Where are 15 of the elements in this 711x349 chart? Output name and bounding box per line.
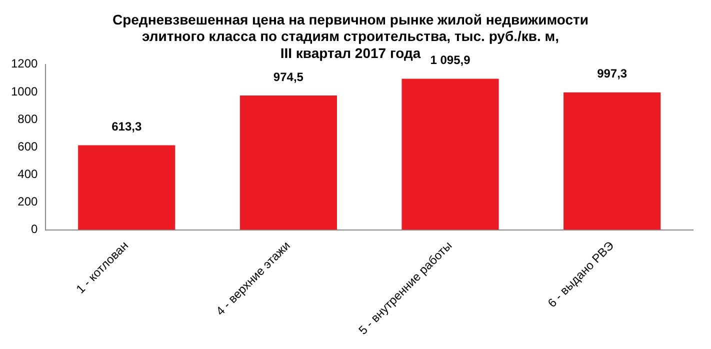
y-tick-label: 1200 (10, 56, 38, 71)
y-tick-label: 400 (18, 166, 38, 181)
bar (240, 95, 337, 230)
y-tick-label: 800 (18, 112, 38, 126)
data-label: 997,3 (597, 66, 628, 81)
bar (564, 92, 661, 230)
data-label: 974,5 (273, 70, 304, 84)
y-tick-label: 1000 (10, 84, 38, 98)
bar (78, 145, 176, 230)
y-tick-label: 200 (18, 194, 38, 209)
y-tick-label: 0 (31, 222, 38, 236)
bar (402, 78, 499, 230)
data-label: 613,3 (112, 120, 142, 134)
y-tick-label: 600 (18, 139, 38, 154)
data-label: 1 095,9 (430, 53, 471, 68)
